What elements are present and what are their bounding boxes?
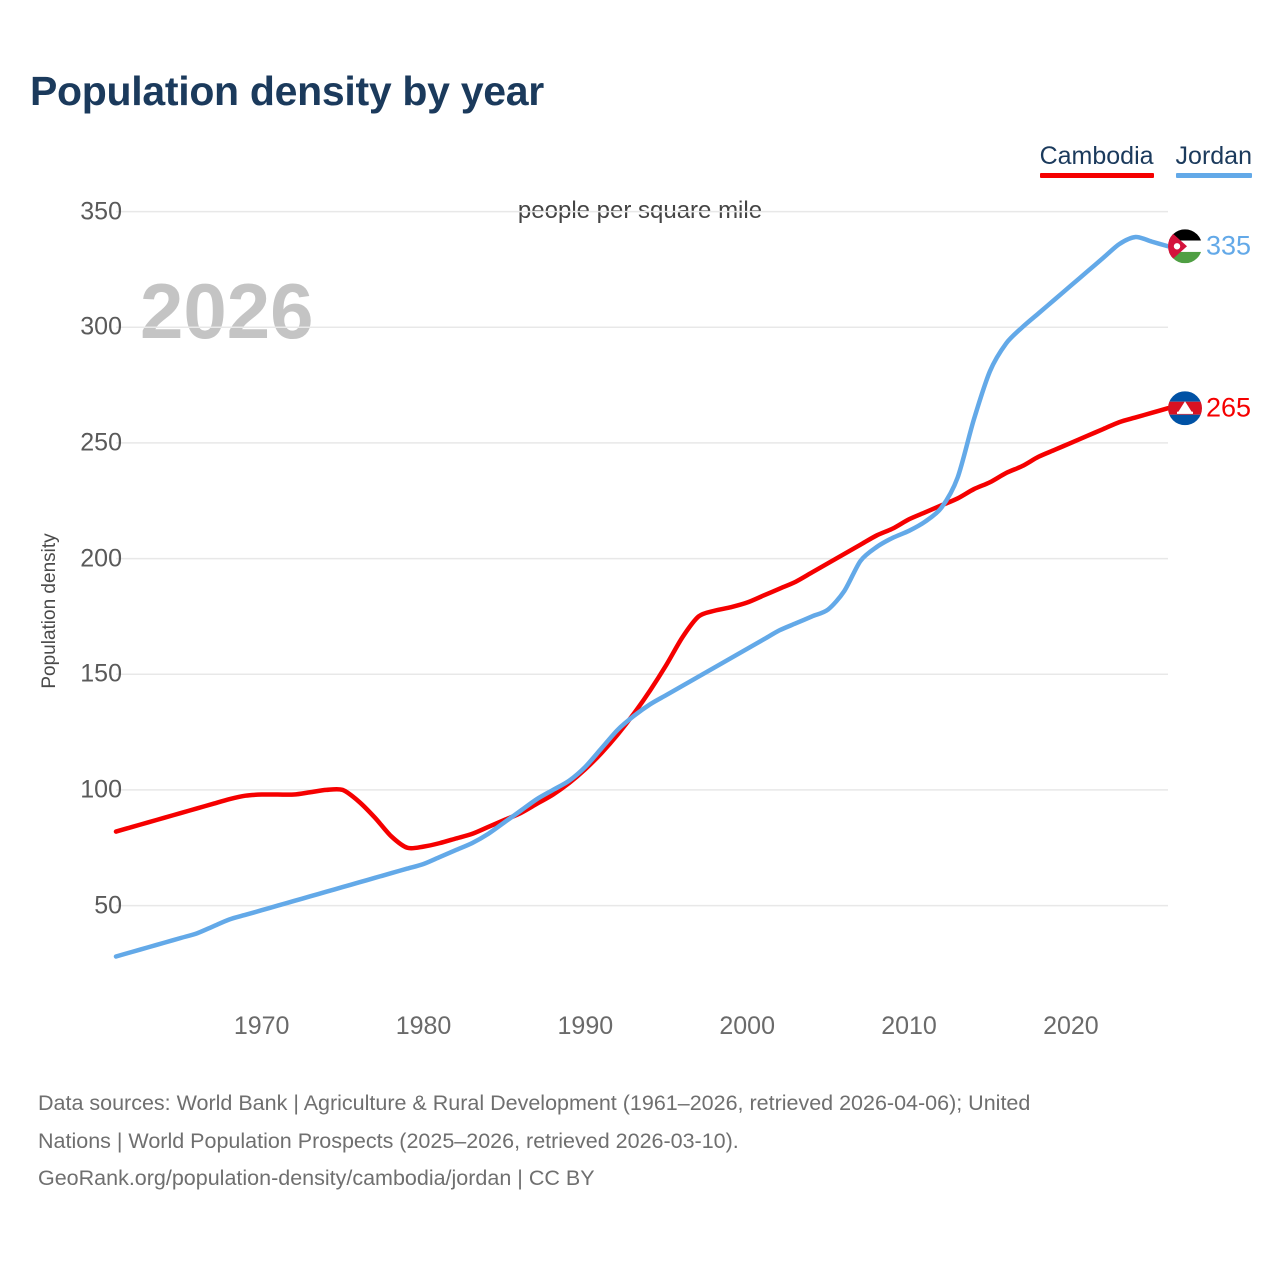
x-tick-label: 2000: [719, 1012, 775, 1040]
year-watermark: 2026: [140, 267, 314, 355]
y-tick-label: 50: [94, 891, 122, 920]
footer-line-1: Data sources: World Bank | Agriculture &…: [38, 1091, 1031, 1115]
series-line-jordan: [113, 234, 1171, 959]
y-tick-label: 200: [80, 544, 122, 573]
grid-lines: [116, 210, 1168, 907]
legend-label-cambodia: Cambodia: [1039, 142, 1154, 170]
legend-item-cambodia[interactable]: Cambodia: [1039, 142, 1154, 179]
legend-swatch-jordan: [1175, 173, 1252, 179]
series-endpoint-flags: [1168, 229, 1202, 426]
x-tick-label: 2010: [881, 1012, 937, 1040]
x-tick-label: 1970: [233, 1012, 290, 1040]
cambodia-flag: [1168, 391, 1202, 426]
chart-subtitle: people per square mile: [517, 197, 763, 224]
page-title: Population density by year: [30, 68, 544, 114]
legend-swatch-cambodia: [1039, 173, 1154, 179]
series-line-cambodia: [113, 405, 1171, 851]
y-tick-label: 350: [80, 197, 122, 226]
chart-legend: Cambodia Jordan: [1039, 142, 1252, 179]
legend-item-jordan[interactable]: Jordan: [1175, 142, 1252, 179]
x-tick-label: 1980: [395, 1012, 452, 1040]
jordan-flag: [1168, 229, 1202, 264]
end-value-cambodia: 265: [1206, 392, 1252, 423]
footer-line-2: Nations | World Population Prospects (20…: [38, 1128, 739, 1153]
x-tick-label: 1990: [557, 1012, 614, 1040]
series-lines: [113, 234, 1171, 959]
end-value-jordan: 335: [1206, 230, 1252, 261]
footer-credits: Data sources: World Bank | Agriculture &…: [38, 1085, 1268, 1198]
y-tick-label: 150: [80, 659, 122, 688]
footer-line-3: GeoRank.org/population-density/cambodia/…: [38, 1166, 595, 1191]
y-tick-label: 250: [80, 428, 122, 457]
legend-label-jordan: Jordan: [1175, 142, 1252, 170]
y-tick-label: 300: [80, 312, 122, 341]
y-tick-label: 100: [80, 775, 122, 804]
x-tick-label: 2020: [1043, 1012, 1099, 1040]
